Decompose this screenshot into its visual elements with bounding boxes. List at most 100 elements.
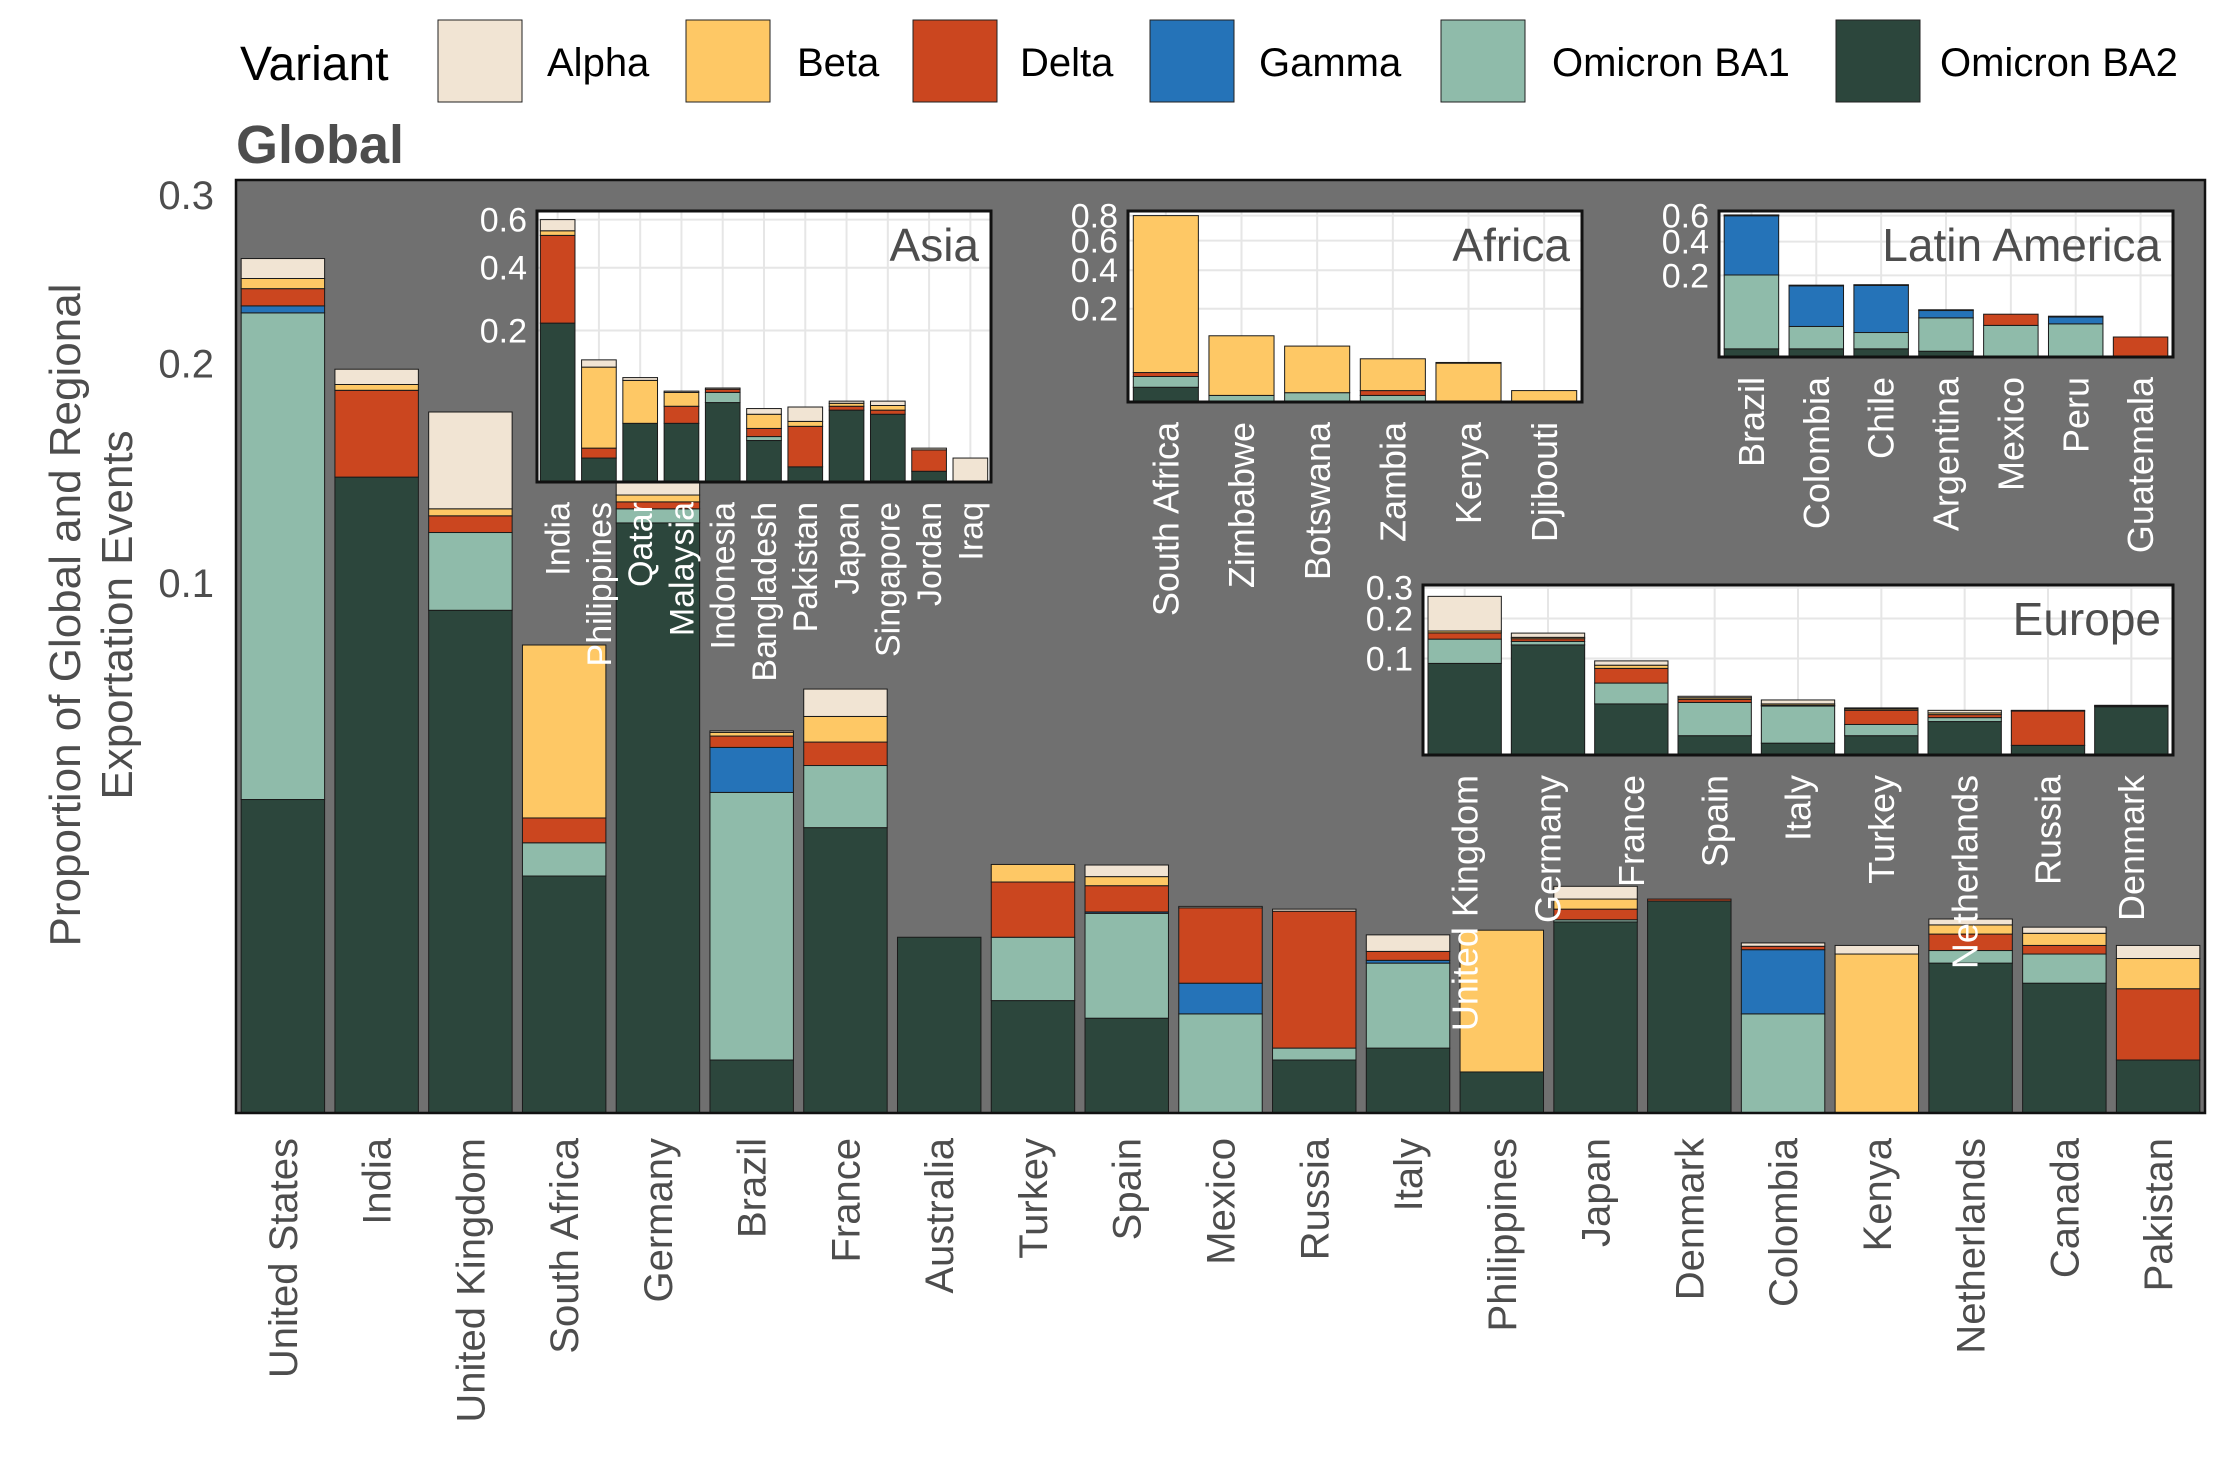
y-tick-label: 0.3: [1366, 570, 1413, 608]
bar-colombia-gamma: [1740, 949, 1826, 1015]
x-tick-label-united-kingdom: United Kingdom: [449, 1138, 493, 1423]
bar-france-delta: [803, 741, 888, 767]
legend-label-alpha: Alpha: [547, 41, 650, 85]
bar-argentina-omicron-ba1: [1918, 317, 1974, 352]
panel-africa: South Africa Zimbabwe Botswana Zambia Kenya D…: [1071, 198, 1584, 616]
bar-united-states-omicron-ba1: [240, 312, 326, 801]
panel-border: [1126, 209, 1584, 404]
bar-kenya-beta: [1834, 953, 1920, 1114]
x-tick-label-india: India: [540, 502, 578, 576]
bar-south-africa-omicron-ba2: [521, 875, 607, 1114]
panel-border: [535, 209, 993, 484]
x-tick-label-colombia: Colombia: [1762, 1137, 1806, 1307]
bar-india-omicron-ba2: [539, 322, 576, 483]
bar-united-states-alpha: [240, 258, 326, 279]
bar-mexico-delta: [1983, 313, 2039, 326]
bar-brazil-alpha: [709, 730, 794, 733]
bar-united-kingdom-delta: [428, 515, 513, 534]
bar-india-alpha: [334, 368, 419, 385]
y-tick-label: 0.2: [1071, 291, 1118, 329]
legend-swatch-omicron-ba2: [1835, 19, 1921, 103]
legend-label-delta: Delta: [1020, 41, 1114, 85]
x-tick-label-denmark: Denmark: [2111, 774, 2152, 921]
bar-denmark-omicron-ba2: [1647, 900, 1732, 1114]
y-tick-label: 0.2: [1366, 600, 1413, 638]
x-tick-label-south-africa: South Africa: [1145, 421, 1186, 616]
bar-brazil-omicron-ba1: [1723, 274, 1780, 350]
bar-france-beta: [803, 715, 888, 743]
bar-united-kingdom-omicron-ba2: [1427, 662, 1502, 756]
bar-colombia-delta: [1788, 284, 1845, 287]
x-tick-label-pakistan: Pakistan: [2137, 1138, 2181, 1291]
bar-india-beta: [539, 230, 576, 236]
bar-spain-delta: [1084, 885, 1169, 913]
bar-philippines-omicron-ba2: [581, 457, 617, 483]
bar-japan-alpha: [828, 400, 865, 404]
legend-swatch-omicron-ba1: [1440, 19, 1526, 103]
bar-philippines-alpha: [581, 359, 617, 368]
bar-singapore-alpha: [869, 400, 906, 406]
bar-japan-omicron-ba2: [1553, 921, 1638, 1114]
bar-italy-alpha: [1365, 934, 1451, 952]
bar-mexico-omicron-ba1: [1178, 1013, 1263, 1114]
bar-peru-delta: [2047, 315, 2104, 318]
bar-france-delta: [1594, 667, 1669, 684]
bar-turkey-delta: [990, 881, 1076, 938]
inset-plots: India Philippines Qatar Malaysia Indonesia Ba…: [480, 198, 2175, 1031]
inset-title: Asia: [890, 219, 980, 271]
bar-kenya-beta: [1435, 362, 1502, 403]
x-tick-label-colombia: Colombia: [1796, 376, 1837, 529]
bar-singapore-delta: [869, 409, 906, 415]
bar-argentina-gamma: [1918, 309, 1974, 319]
x-tick-label-pakistan: Pakistan: [787, 502, 825, 632]
bar-united-states-beta: [240, 277, 326, 290]
legend-swatch-delta: [912, 19, 998, 103]
x-tick-label-iraq: Iraq: [952, 502, 990, 561]
bar-mexico-delta: [1178, 907, 1263, 984]
bar-brazil-omicron-ba1: [709, 791, 794, 1061]
bar-turkey-delta: [1844, 709, 1919, 725]
bar-djibouti-beta: [1511, 390, 1578, 403]
y-tick-label: 0.2: [158, 343, 214, 387]
legend-title: Variant: [240, 38, 389, 91]
x-tick-label-italy: Italy: [1778, 775, 1819, 841]
x-tick-label-guatemala: Guatemala: [2120, 376, 2161, 553]
x-tick-label-turkey: Turkey: [1861, 775, 1902, 884]
bar-peru-gamma: [2047, 316, 2104, 325]
x-tick-label-germany: Germany: [1528, 775, 1569, 923]
bar-south-africa-omicron-ba1: [521, 842, 607, 877]
x-tick-label-france: France: [1611, 775, 1652, 887]
bar-pakistan-alpha: [787, 406, 824, 422]
bar-france-omicron-ba2: [1594, 703, 1669, 756]
x-tick-label-australia: Australia: [918, 1137, 962, 1293]
bar-malaysia-omicron-ba2: [663, 422, 700, 483]
bar-turkey-alpha: [1844, 707, 1919, 710]
x-tick-label-united-states: United States: [262, 1138, 306, 1378]
bar-canada-alpha: [2022, 926, 2107, 934]
bar-turkey-omicron-ba1: [990, 936, 1076, 1002]
bar-pakistan-beta: [2115, 958, 2201, 990]
bar-denmark-omicron-ba2: [2094, 706, 2169, 756]
bar-japan-omicron-ba2: [828, 409, 865, 483]
bar-france-alpha: [1594, 660, 1669, 666]
bar-qatar-beta: [622, 379, 659, 424]
bar-indonesia-omicron-ba1: [704, 391, 741, 404]
y-tick-label: 0.2: [480, 312, 527, 350]
bar-mexico-omicron-ba1: [1983, 324, 2039, 358]
x-tick-label-peru: Peru: [2055, 377, 2096, 453]
bar-qatar-alpha: [622, 377, 659, 381]
x-tick-label-germany: Germany: [637, 1138, 681, 1303]
bar-spain-omicron-ba1: [1677, 701, 1752, 737]
legend-swatch-gamma: [1149, 19, 1235, 103]
bar-netherlands-omicron-ba2: [1927, 721, 2002, 756]
x-tick-label-france: France: [824, 1138, 868, 1263]
x-tick-label-spain: Spain: [1106, 1138, 1150, 1240]
bar-italy-omicron-ba2: [1760, 742, 1836, 756]
bar-russia-delta: [2010, 710, 2086, 746]
y-tick-label: 0.6: [1071, 222, 1118, 260]
x-tick-label-jordan: Jordan: [911, 502, 949, 606]
bar-italy-delta: [1365, 950, 1451, 961]
bar-united-states-delta: [240, 288, 326, 307]
inset-title: Europe: [2013, 593, 2161, 645]
y-tick-label: 0.6: [1662, 198, 1709, 236]
